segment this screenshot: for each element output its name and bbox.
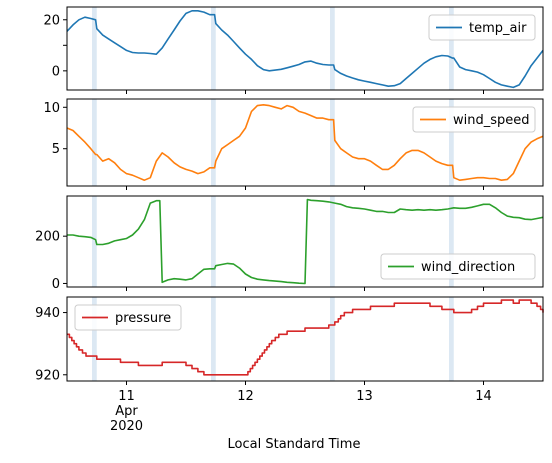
shaded-periods [91, 7, 454, 381]
legend-label: wind_direction [421, 260, 515, 275]
legend-box [428, 14, 536, 41]
legend-box [74, 304, 182, 331]
shaded-period [210, 7, 216, 90]
x-tick-label: 14 [475, 389, 492, 404]
series-line-wind-speed [66, 104, 544, 181]
legend-pressure: pressure [74, 304, 182, 331]
shaded-period [91, 196, 97, 287]
legend-wind-direction: wind_direction [380, 253, 536, 280]
panel-frame [66, 296, 544, 382]
y-tick-label: 20 [43, 13, 60, 28]
legend-temp-air: temp_air [428, 14, 536, 41]
panel-frame [66, 6, 544, 91]
shaded-period [329, 99, 335, 186]
shaded-period [210, 297, 216, 381]
y-tick-label: 0 [52, 277, 60, 292]
shaded-period [91, 297, 97, 381]
series-line-temp-air [66, 10, 544, 89]
x-tick-month-label: Apr [115, 404, 138, 419]
y-tick-label: 10 [43, 101, 60, 116]
shaded-period [329, 7, 335, 90]
shaded-period [329, 196, 335, 287]
shaded-period [91, 7, 97, 90]
y-tick-label: 5 [52, 142, 60, 157]
shaded-period [448, 7, 454, 90]
panel-frame [66, 98, 544, 187]
y-tick-label: 920 [35, 368, 60, 383]
shaded-period [91, 99, 97, 186]
x-tick-label: 12 [237, 389, 254, 404]
legend-box [412, 106, 536, 133]
legend-label: temp_air [469, 21, 527, 36]
legend-label: wind_speed [453, 113, 530, 128]
x-axis-label: Local Standard Time [228, 437, 361, 452]
panel-frame [66, 195, 544, 288]
y-tick-label: 0 [52, 64, 60, 79]
y-tick-label: 200 [35, 230, 60, 245]
shaded-period [448, 99, 454, 186]
series-line-wind-direction [67, 198, 544, 285]
shaded-period [210, 99, 216, 186]
x-tick-year-label: 2020 [110, 419, 143, 434]
shaded-period [329, 297, 335, 381]
series-lines [66, 10, 544, 376]
legend-box [380, 253, 536, 280]
panel-frames [66, 6, 544, 382]
legend-label: pressure [115, 311, 171, 326]
shaded-period [448, 196, 454, 287]
legends: temp_air wind_speed wind_direction pressure [74, 14, 536, 331]
shaded-period [448, 297, 454, 381]
x-tick-label: 13 [356, 389, 373, 404]
series-line-pressure [67, 299, 544, 376]
shaded-period [210, 196, 216, 287]
legend-wind-speed: wind_speed [412, 106, 536, 133]
x-tick-label: 11 [118, 389, 135, 404]
y-tick-label: 940 [35, 306, 60, 321]
